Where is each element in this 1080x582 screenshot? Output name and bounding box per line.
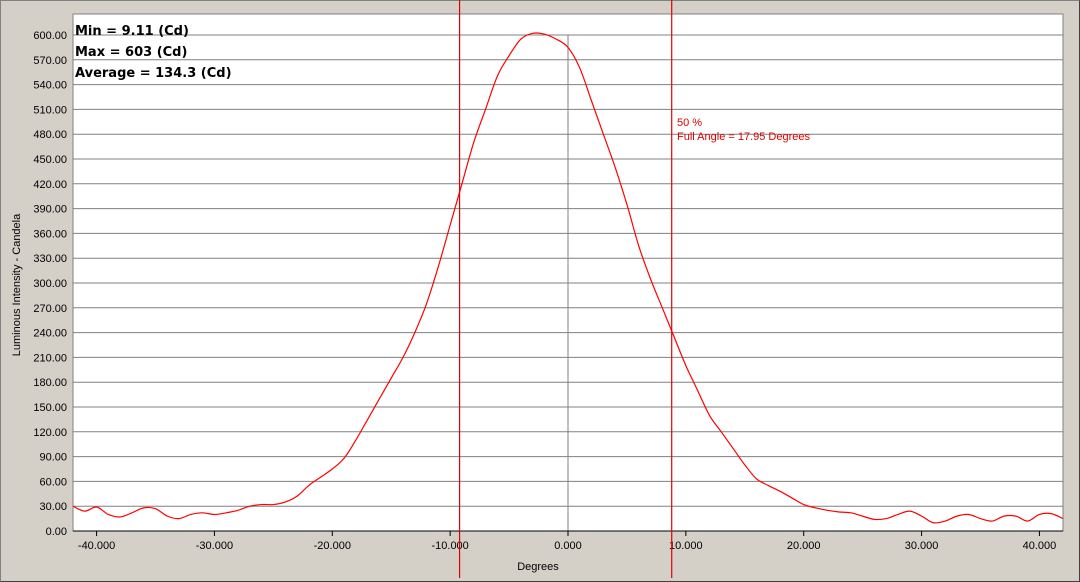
y-axis-label: Luminous Intensity - Candela — [11, 213, 23, 356]
stats-box: Min = 9.11 (Cd) Max = 603 (Cd) Average =… — [75, 21, 232, 84]
x-tick-label: -10.000 — [431, 540, 468, 552]
x-tick-label: 30.000 — [905, 540, 939, 552]
y-tick-label: 300.00 — [33, 278, 67, 290]
y-tick-label: 600.00 — [33, 30, 67, 42]
y-tick-label: 180.00 — [33, 377, 67, 389]
x-tick-label: -30.000 — [196, 540, 233, 552]
y-tick-label: 90.00 — [39, 452, 67, 464]
y-tick-label: 510.00 — [33, 104, 67, 116]
x-tick-label: 20.000 — [787, 540, 821, 552]
half-max-annotation: 50 % Full Angle = 17.95 Degrees — [677, 116, 810, 144]
y-tick-label: 420.00 — [33, 179, 67, 191]
x-tick-label: 40.000 — [1023, 540, 1057, 552]
x-tick-label: 10.000 — [669, 540, 703, 552]
x-tick-label: -40.000 — [78, 540, 115, 552]
y-tick-label: 210.00 — [33, 352, 67, 364]
y-tick-label: 570.00 — [33, 55, 67, 67]
y-tick-label: 120.00 — [33, 427, 67, 439]
intensity-curve — [72, 32, 1064, 524]
y-tick-label: 450.00 — [33, 154, 67, 166]
max-value: Max = 603 (Cd) — [75, 45, 188, 60]
y-tick-label: 540.00 — [33, 80, 67, 92]
y-tick-label: 330.00 — [33, 253, 67, 265]
y-tick-label: 360.00 — [33, 228, 67, 240]
y-tick-label: 150.00 — [33, 402, 67, 414]
annotation-percent: 50 % — [677, 117, 703, 129]
x-tick-labels: -40.000 -30.000 -20.000 -10.000 0.000 10.000 2… — [78, 540, 1056, 552]
average-value: Average = 134.3 (Cd) — [75, 66, 232, 81]
y-tick-label: 30.00 — [39, 501, 67, 513]
half-max-markers — [458, 0, 673, 578]
y-tick-labels: 0.00 30.00 60.00 90.00 120.00 150.00 180.00 210… — [33, 30, 67, 538]
min-value: Min = 9.11 (Cd) — [75, 24, 189, 39]
x-tick-label: 0.000 — [554, 540, 582, 552]
x-tick-label: -20.000 — [314, 540, 351, 552]
y-tick-label: 270.00 — [33, 303, 67, 315]
y-tick-label: 0.00 — [46, 526, 67, 538]
y-tick-label: 480.00 — [33, 129, 67, 141]
y-tick-label: 60.00 — [39, 476, 67, 488]
grid-lines — [73, 34, 1063, 536]
annotation-full-angle: Full Angle = 17.95 Degrees — [677, 131, 811, 143]
y-tick-label: 240.00 — [33, 328, 67, 340]
y-tick-label: 390.00 — [33, 204, 67, 216]
x-axis-label: Degrees — [517, 561, 559, 573]
